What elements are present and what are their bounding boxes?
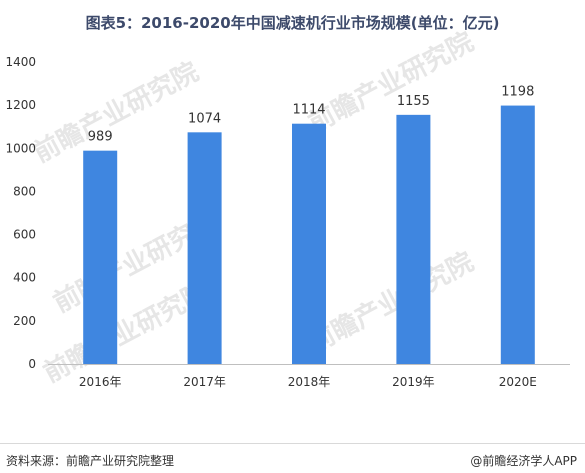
x-tick-label: 2016年 <box>79 375 122 389</box>
bar <box>292 123 326 365</box>
y-tick-label: 200 <box>13 314 36 328</box>
data-label: 1155 <box>397 94 430 109</box>
footer: 资料来源：前瞻产业研究院整理 @前瞻经济学人APP <box>0 443 585 473</box>
watermark-text: 前瞻产业研究院 <box>303 26 478 139</box>
bars <box>83 105 535 365</box>
watermark-text: 前瞻产业研究院 <box>303 246 478 359</box>
x-tick-label: 2018年 <box>288 375 331 389</box>
y-tick-label: 1200 <box>5 98 36 112</box>
y-axis-tick-labels: 0 200 400 600 800 1000 1200 1400 <box>5 55 36 371</box>
y-tick-label: 400 <box>13 271 36 285</box>
x-tick-label: 2020E <box>499 375 537 389</box>
chart-title: 图表5：2016-2020年中国减速机行业市场规模(单位：亿元) <box>85 14 500 32</box>
y-tick-label: 1000 <box>5 141 36 155</box>
data-labels: 989 1074 1114 1155 1198 <box>88 85 535 145</box>
x-tick-label: 2019年 <box>392 375 435 389</box>
x-axis-tick-labels: 2016年 2017年 2018年 2019年 2020E <box>79 375 537 389</box>
data-label: 989 <box>88 130 113 145</box>
data-label: 1114 <box>292 103 325 118</box>
bar <box>187 132 222 364</box>
bar <box>500 105 535 365</box>
bar <box>83 150 118 364</box>
y-tick-label: 1400 <box>5 55 36 69</box>
data-label: 1198 <box>501 85 534 100</box>
source-note: 资料来源：前瞻产业研究院整理 <box>6 454 175 468</box>
y-tick-label: 800 <box>13 184 36 198</box>
brand-credit: @前瞻经济学人APP <box>470 454 577 468</box>
x-tick-label: 2017年 <box>183 375 226 389</box>
y-tick-label: 600 <box>13 228 36 242</box>
bar <box>396 114 431 364</box>
data-label: 1074 <box>188 111 221 126</box>
y-tick-label: 0 <box>28 357 36 371</box>
